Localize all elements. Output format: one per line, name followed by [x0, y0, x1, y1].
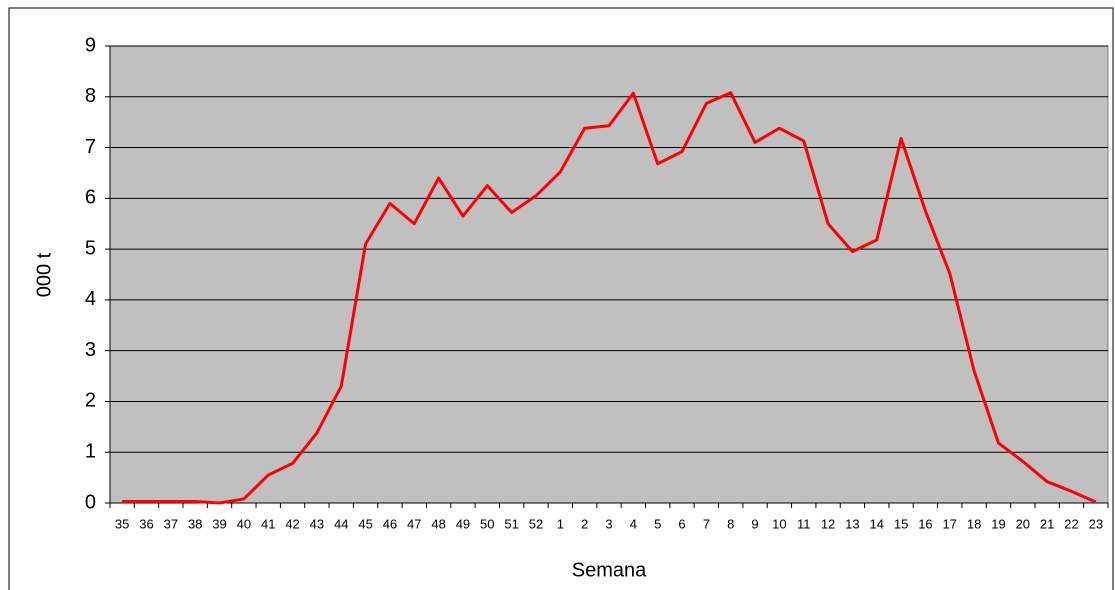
- x-tick-label: 18: [967, 516, 981, 531]
- x-axis-label: Semana: [572, 559, 647, 581]
- x-tick-label: 12: [821, 516, 835, 531]
- x-tick-label: 52: [529, 516, 543, 531]
- x-tick-label: 10: [772, 516, 786, 531]
- y-tick-label: 8: [85, 85, 96, 107]
- x-tick-label: 48: [431, 516, 445, 531]
- x-tick-label: 44: [334, 516, 348, 531]
- x-tick-label: 42: [285, 516, 299, 531]
- x-tick-label: 21: [1040, 516, 1054, 531]
- x-tick-label: 19: [991, 516, 1005, 531]
- x-tick-label: 20: [1016, 516, 1030, 531]
- x-tick-label: 51: [504, 516, 518, 531]
- y-tick-label: 9: [85, 34, 96, 56]
- x-tick-label: 1: [557, 516, 564, 531]
- y-tick-label: 0: [85, 491, 96, 513]
- x-tick-label: 3: [605, 516, 612, 531]
- x-tick-label: 38: [188, 516, 202, 531]
- x-tick-label: 22: [1064, 516, 1078, 531]
- x-tick-label: 16: [918, 516, 932, 531]
- x-tick-label: 2: [581, 516, 588, 531]
- x-tick-label: 41: [261, 516, 275, 531]
- x-tick-label: 9: [751, 516, 758, 531]
- x-tick-label: 23: [1089, 516, 1103, 531]
- x-tick-label: 43: [310, 516, 324, 531]
- x-tick-label: 37: [164, 516, 178, 531]
- x-tick-label: 35: [115, 516, 129, 531]
- y-tick-label: 3: [85, 339, 96, 361]
- x-tick-label: 7: [703, 516, 710, 531]
- x-tick-label: 5: [654, 516, 661, 531]
- y-tick-label: 2: [85, 390, 96, 412]
- x-tick-label: 49: [456, 516, 470, 531]
- y-tick-label: 7: [85, 136, 96, 158]
- data-line: [122, 91, 1097, 505]
- chart-frame: [8, 7, 1114, 590]
- x-tick-label: 46: [383, 516, 397, 531]
- plot-area: [109, 45, 1109, 504]
- x-tick-label: 15: [894, 516, 908, 531]
- y-tick-label: 5: [85, 237, 96, 259]
- x-tick-label: 11: [797, 516, 811, 531]
- x-tick-label: 36: [139, 516, 153, 531]
- x-tick-label: 50: [480, 516, 494, 531]
- x-tick-label: 14: [870, 516, 884, 531]
- y-tick-label: 6: [85, 187, 96, 209]
- y-axis-label: 000 t: [33, 252, 55, 297]
- x-tick-label: 13: [845, 516, 859, 531]
- x-tick-label: 4: [630, 516, 637, 531]
- x-tick-label: 6: [678, 516, 685, 531]
- y-tick-label: 4: [85, 288, 96, 310]
- x-tick-label: 39: [212, 516, 226, 531]
- x-tick-label: 8: [727, 516, 734, 531]
- x-tick-label: 40: [237, 516, 251, 531]
- y-tick-label: 1: [85, 441, 96, 463]
- x-tick-label: 45: [358, 516, 372, 531]
- x-tick-label: 47: [407, 516, 421, 531]
- x-tick-label: 17: [943, 516, 957, 531]
